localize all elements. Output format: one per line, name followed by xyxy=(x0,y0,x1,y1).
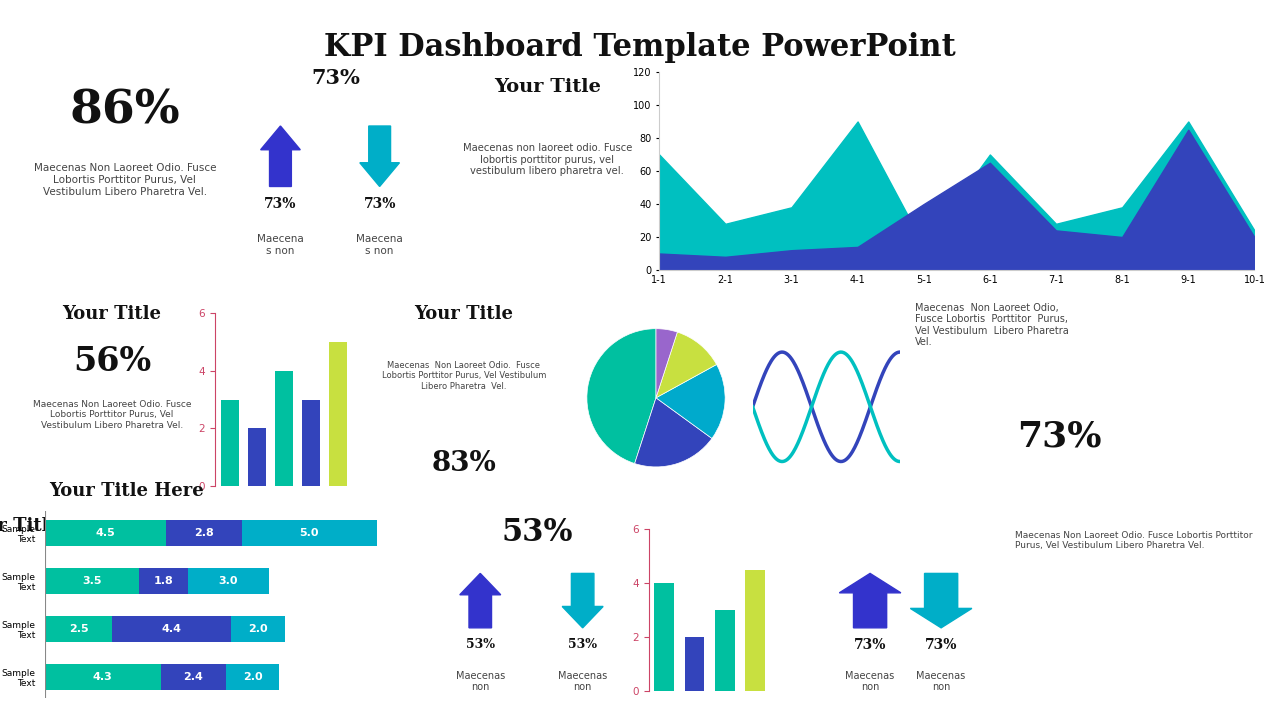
Text: Your Title: Your Title xyxy=(415,305,513,323)
Text: 53%: 53% xyxy=(568,638,598,651)
Text: Maecena
s non: Maecena s non xyxy=(257,234,303,256)
Text: 3.0: 3.0 xyxy=(219,576,238,586)
Text: 4.5: 4.5 xyxy=(96,528,115,538)
Text: Maecena
s non: Maecena s non xyxy=(356,234,403,256)
Text: 86%: 86% xyxy=(69,87,180,133)
Wedge shape xyxy=(657,332,717,397)
FancyArrow shape xyxy=(360,126,399,186)
Text: 73%: 73% xyxy=(311,68,361,88)
Text: 2.0: 2.0 xyxy=(248,624,268,634)
Text: Your Title: Your Title xyxy=(494,78,600,96)
Text: Maecenas  Non Laoreet Odio,
Fusce Lobortis  Porttitor  Purus,
Vel Vestibulum  Li: Maecenas Non Laoreet Odio, Fusce Loborti… xyxy=(915,302,1069,348)
Text: 73%: 73% xyxy=(1018,419,1102,454)
Text: 2.8: 2.8 xyxy=(195,528,214,538)
Text: KPI Dashboard Template PowerPoint: KPI Dashboard Template PowerPoint xyxy=(324,32,956,63)
FancyArrow shape xyxy=(910,573,972,628)
Bar xyxy=(685,637,704,691)
Bar xyxy=(302,400,320,486)
Text: 4.3: 4.3 xyxy=(93,672,113,682)
Bar xyxy=(221,400,239,486)
Bar xyxy=(654,583,675,691)
Bar xyxy=(45,664,161,690)
Text: Maecenas Non Laoreet Odio. Fusce
Lobortis Porttitor Purus, Vel
Vestibulum Libero: Maecenas Non Laoreet Odio. Fusce Loborti… xyxy=(33,400,191,430)
FancyArrow shape xyxy=(261,126,301,186)
Text: Maecenas Non Laoreet Odio. Fusce
Lobortis Porttitor Purus, Vel
Vestibulum Libero: Maecenas Non Laoreet Odio. Fusce Loborti… xyxy=(33,163,216,197)
Bar xyxy=(275,371,293,486)
Text: Maecenas Non Laoreet Odio. Fusce Lobortis Porttitor
Purus, Vel Vestibulum Libero: Maecenas Non Laoreet Odio. Fusce Loborti… xyxy=(1015,531,1252,550)
Text: Maecenas
non: Maecenas non xyxy=(916,670,965,692)
Bar xyxy=(230,616,285,642)
Bar xyxy=(45,616,113,642)
Text: 1.8: 1.8 xyxy=(154,576,173,586)
Text: 2.4: 2.4 xyxy=(183,672,204,682)
Bar xyxy=(716,611,735,691)
Wedge shape xyxy=(657,328,677,397)
Bar xyxy=(166,520,242,546)
Wedge shape xyxy=(588,328,657,464)
FancyArrow shape xyxy=(460,573,500,628)
Wedge shape xyxy=(657,364,724,438)
Text: 53%: 53% xyxy=(466,638,495,651)
Text: Maecenas
non: Maecenas non xyxy=(456,670,504,692)
Text: Your Title Here: Your Title Here xyxy=(0,517,115,535)
Bar xyxy=(225,664,279,690)
FancyArrow shape xyxy=(840,573,901,628)
Text: Maecenas
non: Maecenas non xyxy=(846,670,895,692)
Bar xyxy=(745,570,765,691)
Bar xyxy=(113,616,230,642)
Text: 3.5: 3.5 xyxy=(82,576,101,586)
Text: 73%: 73% xyxy=(364,197,396,211)
Bar xyxy=(188,567,269,594)
Text: 73%: 73% xyxy=(925,638,957,652)
Text: 53%: 53% xyxy=(502,517,573,548)
Text: Maecenas non laoreet odio. Fusce
lobortis porttitor purus, vel
vestibulum libero: Maecenas non laoreet odio. Fusce loborti… xyxy=(462,143,632,176)
Text: 4.4: 4.4 xyxy=(161,624,182,634)
Bar xyxy=(45,520,166,546)
Text: 83%: 83% xyxy=(431,451,497,477)
Text: Maecenas  Non Laoreet Odio.  Fusce
Lobortis Porttitor Purus, Vel Vestibulum
Libe: Maecenas Non Laoreet Odio. Fusce Loborti… xyxy=(381,361,547,391)
Bar xyxy=(161,664,225,690)
Text: 5.0: 5.0 xyxy=(300,528,319,538)
Text: Your Title: Your Title xyxy=(63,305,161,323)
Text: 56%: 56% xyxy=(73,346,151,379)
Text: Maecenas
non: Maecenas non xyxy=(558,670,607,692)
Bar xyxy=(45,567,140,594)
Bar xyxy=(242,520,376,546)
Bar xyxy=(248,428,266,486)
Text: 2.0: 2.0 xyxy=(243,672,262,682)
Bar xyxy=(140,567,188,594)
Bar xyxy=(329,342,347,486)
Text: Your Title Here: Your Title Here xyxy=(49,482,204,500)
Text: 73%: 73% xyxy=(854,638,886,652)
Text: 2.5: 2.5 xyxy=(69,624,88,634)
FancyArrow shape xyxy=(562,573,603,628)
Wedge shape xyxy=(635,397,712,467)
Text: 73%: 73% xyxy=(264,197,297,211)
